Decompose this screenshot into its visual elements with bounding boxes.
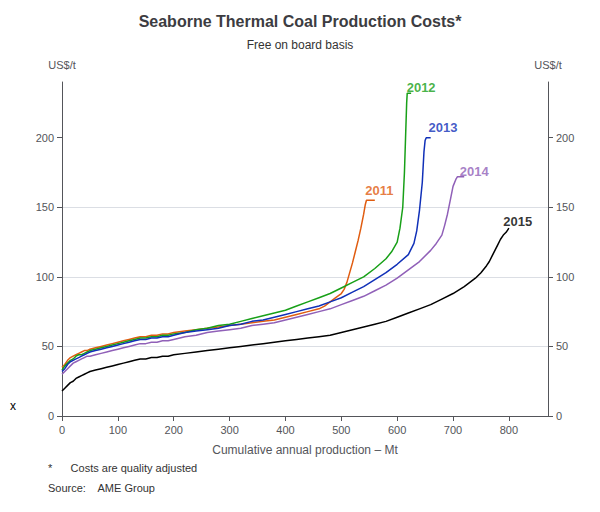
svg-text:Source: AME Group: Source: AME Group bbox=[48, 482, 155, 494]
svg-text:200: 200 bbox=[165, 424, 183, 436]
svg-text:US$/t: US$/t bbox=[48, 59, 76, 71]
svg-text:US$/t: US$/t bbox=[534, 59, 562, 71]
svg-text:800: 800 bbox=[500, 424, 518, 436]
svg-text:0: 0 bbox=[59, 424, 65, 436]
svg-text:100: 100 bbox=[109, 424, 127, 436]
svg-text:50: 50 bbox=[556, 340, 568, 352]
svg-text:0: 0 bbox=[556, 410, 562, 422]
svg-text:700: 700 bbox=[444, 424, 462, 436]
svg-text:100: 100 bbox=[556, 271, 574, 283]
svg-text:150: 150 bbox=[556, 201, 574, 213]
svg-text:Cumulative annual production –: Cumulative annual production – Mt bbox=[212, 443, 398, 457]
svg-text:400: 400 bbox=[276, 424, 294, 436]
svg-text:Free on board basis: Free on board basis bbox=[247, 38, 354, 52]
svg-text:x: x bbox=[10, 399, 16, 413]
svg-text:0: 0 bbox=[48, 410, 54, 422]
svg-text:2015: 2015 bbox=[503, 214, 532, 229]
svg-text:150: 150 bbox=[36, 201, 54, 213]
svg-text:2011: 2011 bbox=[365, 183, 393, 198]
svg-text:2014: 2014 bbox=[459, 163, 489, 179]
svg-text:600: 600 bbox=[388, 424, 406, 436]
svg-text:Seaborne Thermal Coal Producti: Seaborne Thermal Coal Production Costs* bbox=[139, 13, 463, 30]
svg-text:100: 100 bbox=[36, 271, 54, 283]
svg-text:300: 300 bbox=[220, 424, 238, 436]
svg-text:2012: 2012 bbox=[406, 80, 436, 96]
svg-text:200: 200 bbox=[36, 132, 54, 144]
svg-text:200: 200 bbox=[556, 132, 574, 144]
svg-text:2013: 2013 bbox=[428, 120, 457, 135]
svg-text:* Costs are quality adjus: * Costs are quality adjusted bbox=[48, 462, 197, 474]
svg-text:500: 500 bbox=[332, 424, 350, 436]
svg-text:50: 50 bbox=[42, 340, 54, 352]
